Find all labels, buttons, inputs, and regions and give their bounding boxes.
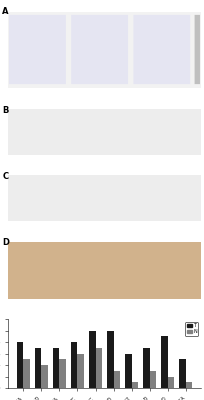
Bar <box>17 342 23 388</box>
Bar <box>89 331 95 388</box>
Bar <box>167 376 173 388</box>
Bar <box>95 348 101 388</box>
Bar <box>161 336 167 388</box>
Bar <box>71 342 77 388</box>
Text: B: B <box>2 106 9 115</box>
Bar <box>35 348 41 388</box>
Bar <box>143 348 149 388</box>
Bar <box>179 359 185 388</box>
Bar <box>125 354 131 388</box>
Bar <box>113 371 119 388</box>
Bar <box>107 331 113 388</box>
Bar <box>131 382 137 388</box>
Bar <box>59 359 65 388</box>
Legend: T, N: T, N <box>185 322 197 336</box>
Text: C: C <box>2 172 9 182</box>
Bar <box>41 365 47 388</box>
Bar <box>23 359 29 388</box>
Bar <box>53 348 59 388</box>
Text: A: A <box>2 8 9 16</box>
Bar <box>149 371 155 388</box>
Bar <box>77 354 83 388</box>
Bar <box>185 382 191 388</box>
Text: D: D <box>2 238 9 247</box>
